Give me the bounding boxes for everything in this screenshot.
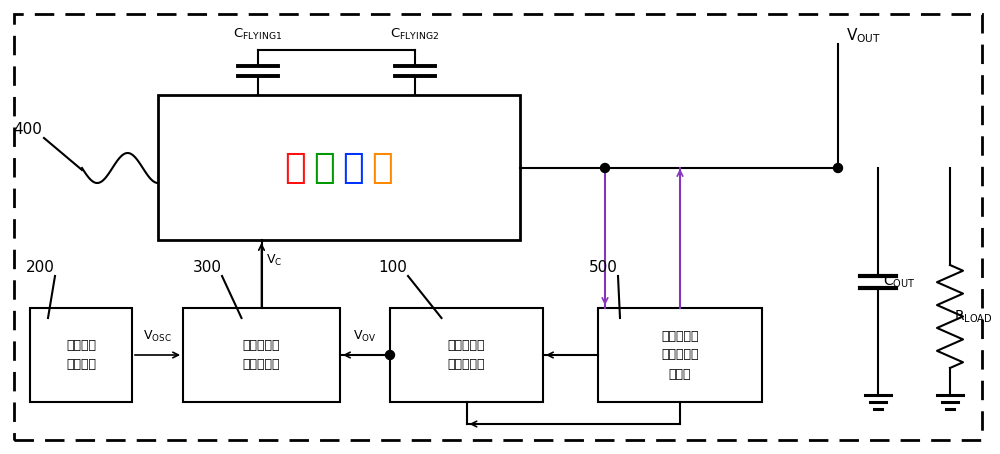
- Text: 升: 升: [284, 150, 306, 184]
- Text: $\mathrm{V_{OSC}}$: $\mathrm{V_{OSC}}$: [143, 329, 172, 344]
- Text: 模: 模: [342, 150, 364, 184]
- Text: $\mathrm{V_{OV}}$: $\mathrm{V_{OV}}$: [353, 329, 377, 344]
- Text: 压: 压: [313, 150, 335, 184]
- Text: 300: 300: [192, 261, 222, 276]
- Bar: [30, 308, 132, 402]
- Text: 块: 块: [371, 150, 393, 184]
- Text: 100: 100: [379, 261, 407, 276]
- Text: 400: 400: [14, 123, 42, 138]
- Circle shape: [600, 163, 610, 173]
- Text: 200: 200: [26, 261, 54, 276]
- Text: $\mathrm{C_{FLYING2}}$: $\mathrm{C_{FLYING2}}$: [390, 26, 440, 42]
- Text: 输出电压纹
波检测和控
制模块: 输出电压纹 波检测和控 制模块: [661, 330, 699, 380]
- Text: 500: 500: [589, 261, 617, 276]
- Text: $\mathrm{C_{FLYING1}}$: $\mathrm{C_{FLYING1}}$: [233, 26, 283, 42]
- Text: $\mathrm{V_C}$: $\mathrm{V_C}$: [266, 252, 283, 267]
- Text: 升压控制信
号产生模块: 升压控制信 号产生模块: [243, 339, 280, 371]
- Bar: [598, 308, 762, 402]
- Text: $\mathrm{R_{LOAD}}$: $\mathrm{R_{LOAD}}$: [954, 308, 992, 325]
- Text: 工作时钟
产生模块: 工作时钟 产生模块: [66, 339, 96, 371]
- Bar: [183, 308, 340, 402]
- Circle shape: [834, 163, 842, 173]
- Bar: [158, 95, 520, 240]
- Text: $\mathrm{C_{OUT}}$: $\mathrm{C_{OUT}}$: [883, 274, 915, 290]
- Bar: [390, 308, 543, 402]
- Circle shape: [386, 350, 394, 360]
- Text: 过压保护信
号产生模块: 过压保护信 号产生模块: [448, 339, 485, 371]
- Text: $\mathrm{V_{OUT}}$: $\mathrm{V_{OUT}}$: [846, 27, 881, 45]
